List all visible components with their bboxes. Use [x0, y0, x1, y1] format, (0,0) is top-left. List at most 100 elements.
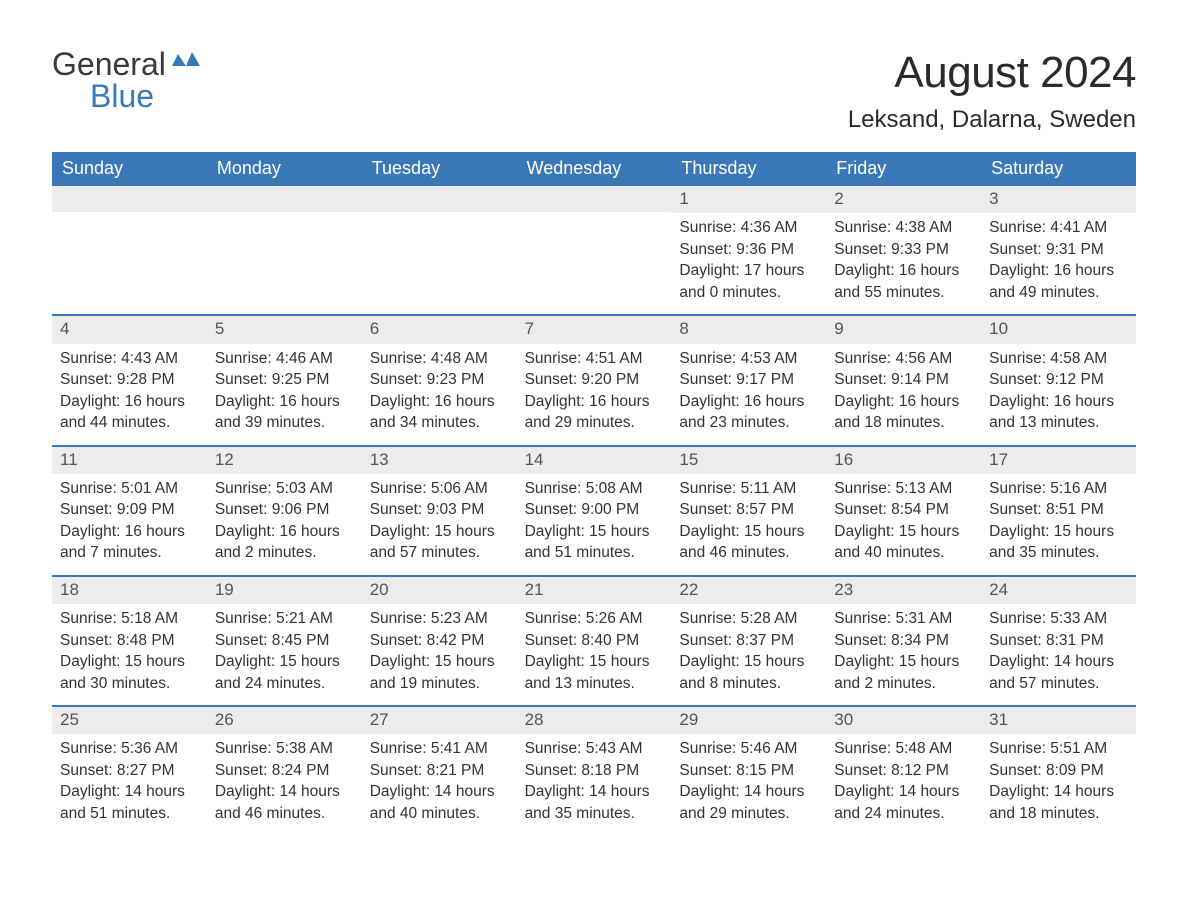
day-sunset: Sunset: 8:21 PM	[370, 761, 509, 781]
day-cell: 18Sunrise: 5:18 AMSunset: 8:48 PMDayligh…	[52, 577, 207, 705]
weekday-cell: Thursday	[671, 152, 826, 186]
day-dl1: Daylight: 14 hours	[989, 782, 1128, 802]
day-cell: 11Sunrise: 5:01 AMSunset: 9:09 PMDayligh…	[52, 447, 207, 575]
day-cell: 14Sunrise: 5:08 AMSunset: 9:00 PMDayligh…	[517, 447, 672, 575]
day-dl1: Daylight: 15 hours	[679, 652, 818, 672]
day-dl1: Daylight: 14 hours	[989, 652, 1128, 672]
day-dl1: Daylight: 15 hours	[215, 652, 354, 672]
day-number: 11	[52, 447, 207, 474]
day-dl2: and 7 minutes.	[60, 543, 199, 563]
day-sunset: Sunset: 9:31 PM	[989, 240, 1128, 260]
day-dl1: Daylight: 14 hours	[679, 782, 818, 802]
day-sunrise: Sunrise: 5:08 AM	[525, 479, 664, 499]
day-dl2: and 30 minutes.	[60, 674, 199, 694]
day-number: 22	[671, 577, 826, 604]
day-dl2: and 29 minutes.	[679, 804, 818, 824]
day-dl2: and 0 minutes.	[679, 283, 818, 303]
day-dl1: Daylight: 15 hours	[370, 522, 509, 542]
day-cell: 6Sunrise: 4:48 AMSunset: 9:23 PMDaylight…	[362, 316, 517, 444]
day-dl1: Daylight: 14 hours	[834, 782, 973, 802]
week-row: 25Sunrise: 5:36 AMSunset: 8:27 PMDayligh…	[52, 705, 1136, 835]
day-body: Sunrise: 4:53 AMSunset: 9:17 PMDaylight:…	[671, 344, 826, 445]
day-dl2: and 51 minutes.	[60, 804, 199, 824]
day-sunrise: Sunrise: 5:31 AM	[834, 609, 973, 629]
day-dl2: and 29 minutes.	[525, 413, 664, 433]
day-dl1: Daylight: 15 hours	[834, 652, 973, 672]
day-dl2: and 46 minutes.	[215, 804, 354, 824]
day-sunset: Sunset: 9:12 PM	[989, 370, 1128, 390]
logo-flag-icon	[172, 48, 200, 77]
day-dl2: and 2 minutes.	[215, 543, 354, 563]
day-body: Sunrise: 5:11 AMSunset: 8:57 PMDaylight:…	[671, 474, 826, 575]
day-sunset: Sunset: 8:27 PM	[60, 761, 199, 781]
day-cell: 7Sunrise: 4:51 AMSunset: 9:20 PMDaylight…	[517, 316, 672, 444]
day-dl2: and 57 minutes.	[989, 674, 1128, 694]
empty-day-header	[517, 186, 672, 212]
day-body: Sunrise: 4:38 AMSunset: 9:33 PMDaylight:…	[826, 213, 981, 314]
day-number: 27	[362, 707, 517, 734]
day-body: Sunrise: 4:48 AMSunset: 9:23 PMDaylight:…	[362, 344, 517, 445]
day-sunset: Sunset: 8:42 PM	[370, 631, 509, 651]
day-sunset: Sunset: 9:03 PM	[370, 500, 509, 520]
day-cell: 15Sunrise: 5:11 AMSunset: 8:57 PMDayligh…	[671, 447, 826, 575]
day-dl1: Daylight: 15 hours	[525, 652, 664, 672]
day-number: 18	[52, 577, 207, 604]
day-dl2: and 13 minutes.	[989, 413, 1128, 433]
day-body: Sunrise: 4:58 AMSunset: 9:12 PMDaylight:…	[981, 344, 1136, 445]
day-number: 4	[52, 316, 207, 343]
day-number: 1	[671, 186, 826, 213]
day-dl2: and 2 minutes.	[834, 674, 973, 694]
logo: General Blue	[52, 48, 200, 112]
day-body: Sunrise: 5:48 AMSunset: 8:12 PMDaylight:…	[826, 734, 981, 835]
weekday-cell: Saturday	[981, 152, 1136, 186]
day-number: 15	[671, 447, 826, 474]
day-cell	[362, 186, 517, 314]
weekday-cell: Monday	[207, 152, 362, 186]
day-dl1: Daylight: 15 hours	[525, 522, 664, 542]
day-number: 20	[362, 577, 517, 604]
day-body: Sunrise: 4:41 AMSunset: 9:31 PMDaylight:…	[981, 213, 1136, 314]
day-dl2: and 13 minutes.	[525, 674, 664, 694]
day-dl1: Daylight: 15 hours	[834, 522, 973, 542]
day-number: 24	[981, 577, 1136, 604]
logo-general-text: General	[52, 46, 166, 82]
day-sunset: Sunset: 8:12 PM	[834, 761, 973, 781]
day-sunrise: Sunrise: 4:46 AM	[215, 349, 354, 369]
day-cell: 8Sunrise: 4:53 AMSunset: 9:17 PMDaylight…	[671, 316, 826, 444]
day-cell: 2Sunrise: 4:38 AMSunset: 9:33 PMDaylight…	[826, 186, 981, 314]
day-dl1: Daylight: 16 hours	[60, 392, 199, 412]
day-dl2: and 35 minutes.	[989, 543, 1128, 563]
day-sunrise: Sunrise: 4:41 AM	[989, 218, 1128, 238]
day-dl2: and 23 minutes.	[679, 413, 818, 433]
day-dl2: and 44 minutes.	[60, 413, 199, 433]
day-sunset: Sunset: 9:23 PM	[370, 370, 509, 390]
day-number: 14	[517, 447, 672, 474]
day-dl2: and 57 minutes.	[370, 543, 509, 563]
day-number: 29	[671, 707, 826, 734]
day-sunset: Sunset: 9:20 PM	[525, 370, 664, 390]
day-sunrise: Sunrise: 4:36 AM	[679, 218, 818, 238]
day-sunset: Sunset: 8:09 PM	[989, 761, 1128, 781]
day-body: Sunrise: 5:51 AMSunset: 8:09 PMDaylight:…	[981, 734, 1136, 835]
day-sunset: Sunset: 8:31 PM	[989, 631, 1128, 651]
day-body: Sunrise: 5:13 AMSunset: 8:54 PMDaylight:…	[826, 474, 981, 575]
day-body: Sunrise: 5:36 AMSunset: 8:27 PMDaylight:…	[52, 734, 207, 835]
location-text: Leksand, Dalarna, Sweden	[848, 106, 1136, 134]
weekday-cell: Tuesday	[362, 152, 517, 186]
day-body: Sunrise: 4:51 AMSunset: 9:20 PMDaylight:…	[517, 344, 672, 445]
day-sunset: Sunset: 8:51 PM	[989, 500, 1128, 520]
day-sunrise: Sunrise: 5:23 AM	[370, 609, 509, 629]
day-sunrise: Sunrise: 5:11 AM	[679, 479, 818, 499]
day-dl1: Daylight: 16 hours	[215, 392, 354, 412]
day-body: Sunrise: 5:18 AMSunset: 8:48 PMDaylight:…	[52, 604, 207, 705]
day-sunrise: Sunrise: 4:56 AM	[834, 349, 973, 369]
day-sunrise: Sunrise: 4:51 AM	[525, 349, 664, 369]
day-body: Sunrise: 5:16 AMSunset: 8:51 PMDaylight:…	[981, 474, 1136, 575]
day-number: 30	[826, 707, 981, 734]
day-number: 31	[981, 707, 1136, 734]
day-body: Sunrise: 5:38 AMSunset: 8:24 PMDaylight:…	[207, 734, 362, 835]
week-row: 18Sunrise: 5:18 AMSunset: 8:48 PMDayligh…	[52, 575, 1136, 705]
day-number: 8	[671, 316, 826, 343]
day-dl2: and 39 minutes.	[215, 413, 354, 433]
day-sunrise: Sunrise: 5:13 AM	[834, 479, 973, 499]
